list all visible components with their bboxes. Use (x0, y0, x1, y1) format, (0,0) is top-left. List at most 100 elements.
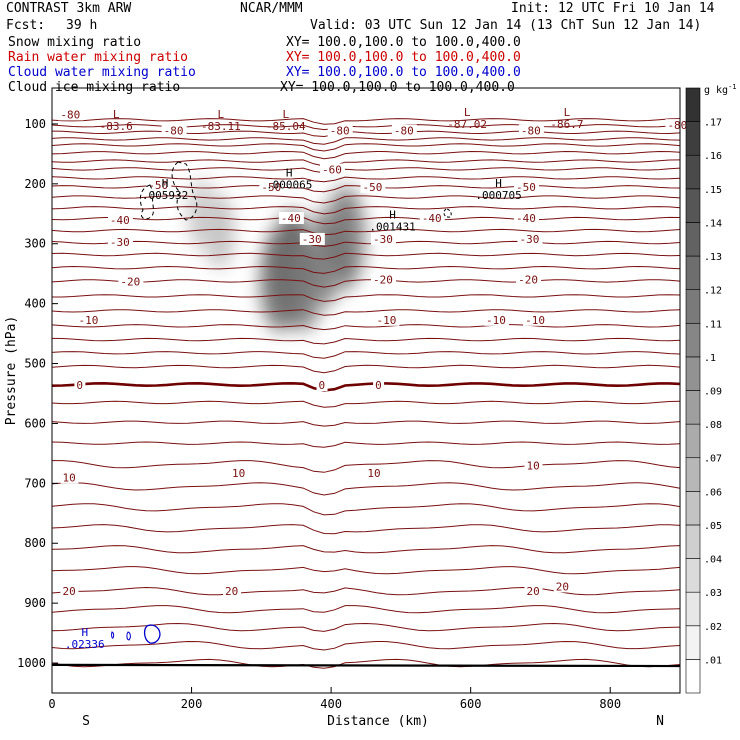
forecast-label: Fcst: (6, 18, 46, 33)
extremum-symbol: H (81, 626, 88, 639)
contour-label: 20 (62, 585, 75, 598)
contour-label: -10 (525, 314, 545, 327)
contour-label: -20 (120, 275, 140, 288)
extremum-symbol: L (464, 106, 471, 119)
contour-label: -20 (373, 274, 393, 287)
temperature-contour (51, 420, 681, 427)
contour-label-bg (524, 459, 543, 472)
contour-label-bg (299, 232, 325, 245)
colorbar-label: .06 (704, 487, 722, 498)
colorbar-swatch (685, 322, 701, 358)
extremum-value: -83.6 (100, 120, 133, 133)
temperature-contour (51, 143, 681, 152)
field-name-rain: Rain water mixing ratio (8, 50, 189, 65)
contour-label: -50 (261, 181, 281, 194)
contour-label: 10 (526, 459, 539, 472)
cloud-water-contour (111, 631, 115, 639)
y-axis-title: Pressure (hPa) (4, 316, 19, 426)
snow-cell (187, 178, 217, 249)
contour-label-bg (223, 585, 242, 598)
contour-label-bg (391, 124, 417, 137)
colorbar-swatch (685, 188, 701, 223)
contour-label-bg (524, 585, 543, 598)
extremum-value: -87.02 (447, 118, 487, 131)
contour-label: 0 (76, 379, 83, 392)
colorbar-label: .13 (704, 252, 722, 263)
colorbar: .01 .02 .03 .04 .05 .06 .07 .08 .09 .1 .11 .12 .13 .1… (685, 83, 737, 694)
contour-label-bg (365, 467, 384, 480)
contour-labels: 20 20 20 20 10 10 10 10 0 0 0 -10 -10 -10 -10 -20 -20 -20… (58, 108, 691, 598)
extremum-value: -83.11 (201, 120, 241, 133)
contour-label-bg (74, 379, 86, 392)
temperature-contour (51, 265, 681, 274)
temperature-contour (51, 364, 681, 374)
extremum-symbol: L (564, 106, 571, 119)
contour-label-bg (419, 211, 445, 224)
temperature-contour (51, 240, 681, 247)
contour-label-bg (259, 180, 285, 193)
extremum-symbol: L (113, 108, 120, 121)
contour-label: -20 (518, 274, 538, 287)
colorbar-swatch (685, 524, 701, 559)
temperature-contour (51, 622, 681, 632)
plot-frame (51, 87, 681, 694)
y-tick-label: 200 (24, 177, 46, 191)
contour-label-bg (370, 232, 396, 245)
freezing-level-contour (51, 381, 681, 392)
contour-label: -80 (330, 125, 350, 138)
temperature-contour (51, 605, 681, 614)
contour-label-bg (60, 585, 79, 598)
contour-label-bg (76, 313, 102, 326)
contour-label: -50 (148, 179, 168, 192)
contour-label-bg (553, 580, 572, 593)
colorbar-label: .11 (704, 319, 722, 330)
contour-label: 20 (225, 585, 238, 598)
contour-label-bg (107, 235, 133, 248)
x-axis-title: Distance (km) (327, 714, 429, 729)
colorbar-swatch (685, 423, 701, 459)
contour-label: -80 (667, 119, 687, 132)
colorbar-swatch (685, 154, 701, 190)
contour-label: -30 (110, 236, 130, 249)
temperature-contour (51, 216, 681, 225)
cloud-water-contour (143, 624, 161, 644)
temperature-contour (51, 137, 681, 145)
cloud-ice-contour (443, 208, 452, 218)
center-label: NCAR/MMM (240, 1, 303, 16)
contour-label-bg (514, 180, 540, 193)
x-tick-label: 800 (599, 697, 621, 711)
contour-label-bg (523, 313, 549, 326)
contour-label-bg (320, 163, 346, 176)
valid-time: Valid: 03 UTC Sun 12 Jan 14 (13 ChT Sun … (310, 18, 702, 33)
contour-label: -30 (373, 233, 393, 246)
temperature-contours (51, 118, 681, 669)
colorbar-swatch (685, 255, 701, 290)
colorbar-label: .08 (704, 420, 722, 431)
y-tick-label: 900 (24, 596, 46, 610)
contour-label-bg (58, 108, 84, 121)
extremum-value: .000705 (475, 189, 521, 202)
extremum-symbol: L (218, 108, 225, 121)
colorbar-label: .05 (704, 521, 722, 532)
extremum-value: .02336 (65, 638, 105, 651)
colorbar-label: .07 (704, 454, 722, 465)
temperature-contour (51, 640, 681, 651)
contour-label-bg (484, 313, 510, 326)
contour-label-bg (146, 179, 172, 192)
extremum-value: .005932 (142, 189, 188, 202)
contour-label-bg (518, 124, 544, 137)
colorbar-label: .04 (704, 555, 722, 566)
contour-label-bg (161, 124, 187, 137)
y-tick-label: 100 (24, 117, 46, 131)
temperature-contour (51, 124, 681, 131)
contour-label: -40 (422, 212, 442, 225)
contour-label-bg (316, 379, 328, 392)
colorbar-swatch (685, 625, 701, 660)
contour-label-bg (230, 467, 249, 480)
y-tick-label: 800 (24, 536, 46, 550)
init-time: Init: 12 UTC Fri 10 Jan 14 (511, 1, 715, 16)
y-tick-label: 600 (24, 416, 46, 430)
colorbar-unit: g kg-1 (704, 83, 737, 96)
temperature-contour (51, 118, 681, 125)
